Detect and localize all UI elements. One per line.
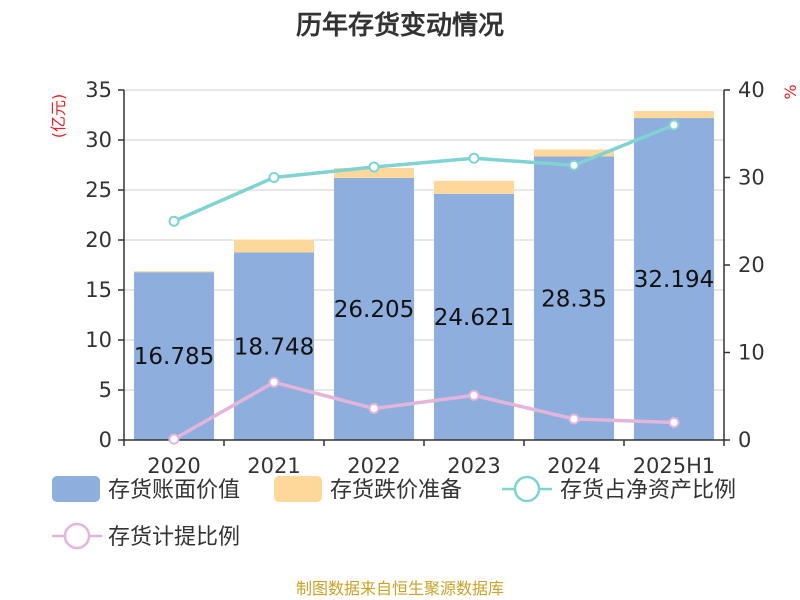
x-tick-label: 2022: [347, 454, 400, 478]
bar-book-value: [334, 177, 414, 440]
y-left-unit: (亿元): [49, 94, 68, 139]
point-provision-ratio: [568, 413, 580, 425]
bar-impairment: [634, 111, 714, 119]
bar-book-value: [634, 118, 714, 440]
y-left-tick-label: 35: [85, 78, 112, 102]
bar-book-value: [134, 272, 214, 440]
point-inventory-to-net-assets: [568, 159, 580, 171]
x-tick-label: 2020: [147, 454, 200, 478]
legend-swatch: [274, 476, 322, 502]
line-series: [168, 119, 680, 445]
point-provision-ratio: [168, 433, 180, 445]
line-inventory-to-net-assets: [173, 123, 675, 223]
y-left-tick-label: 30: [85, 128, 112, 152]
bar-value-label: 18.748: [234, 334, 314, 360]
bar-book-value: [234, 252, 314, 440]
y-left-tick-label: 5: [99, 378, 112, 402]
point-provision-ratio: [668, 417, 680, 428]
bars: [134, 111, 714, 440]
x-tick-label: 2021: [247, 454, 300, 478]
y-left-tick-label: 15: [85, 278, 112, 302]
y-left-tick-label: 0: [99, 428, 112, 452]
bar-value-label: 16.785: [134, 344, 214, 370]
point-inventory-to-net-assets: [168, 215, 180, 227]
source-note: 制图数据来自恒生聚源数据库: [296, 579, 504, 598]
legend-label: 存货占净资产比例: [560, 478, 736, 503]
point-inventory-to-net-assets: [468, 152, 480, 164]
y-left-tick-label: 20: [85, 228, 112, 252]
bar-impairment: [434, 180, 514, 194]
bar-labels: 16.785 18.748 26.205 24.621 28.35 32.194: [134, 267, 714, 370]
gridlines: [124, 89, 724, 391]
axes: 0 5 10 15 20 25 30 35 0 10 20 30 40 2020 2021 2022 2023 2…: [85, 78, 764, 478]
legend-swatch-marker: [63, 522, 91, 550]
y-left-tick-label: 25: [85, 178, 112, 202]
line-provision-ratio: [173, 380, 675, 441]
y-right-tick-label: 0: [738, 428, 751, 452]
bar-value-label: 24.621: [434, 305, 514, 331]
y-left-tick-label: 10: [85, 328, 112, 352]
bar-impairment: [234, 239, 314, 253]
legend-swatch: [52, 476, 100, 502]
legend-label: 存货跌价准备: [330, 478, 462, 503]
legend-swatch-marker: [513, 475, 541, 503]
point-provision-ratio: [268, 376, 280, 388]
y-right-tick-label: 30: [738, 166, 765, 190]
y-right-tick-label: 10: [738, 341, 765, 365]
x-tick-label: 2023: [447, 454, 500, 478]
bar-book-value: [534, 156, 614, 440]
x-tick-label: 2025H1: [633, 454, 716, 478]
bar-value-label: 32.194: [634, 267, 714, 293]
point-inventory-to-net-assets: [268, 172, 280, 183]
bar-impairment: [334, 167, 414, 178]
y-right-tick-label: 20: [738, 253, 765, 277]
point-provision-ratio: [468, 389, 480, 401]
legend-label: 存货账面价值: [108, 478, 240, 503]
point-inventory-to-net-assets: [368, 161, 380, 173]
x-tick-label: 2024: [547, 454, 600, 478]
chart-title: 历年存货变动情况: [296, 10, 504, 41]
bar-impairment: [134, 271, 214, 273]
bar-impairment: [534, 149, 614, 157]
y-right-tick-label: 40: [738, 78, 765, 102]
bar-value-label: 28.35: [541, 286, 607, 312]
y-right-unit: %: [781, 84, 800, 99]
legend-label: 存货计提比例: [108, 525, 240, 550]
bar-value-label: 26.205: [334, 297, 414, 323]
point-inventory-to-net-assets: [668, 119, 680, 131]
point-provision-ratio: [368, 403, 380, 414]
